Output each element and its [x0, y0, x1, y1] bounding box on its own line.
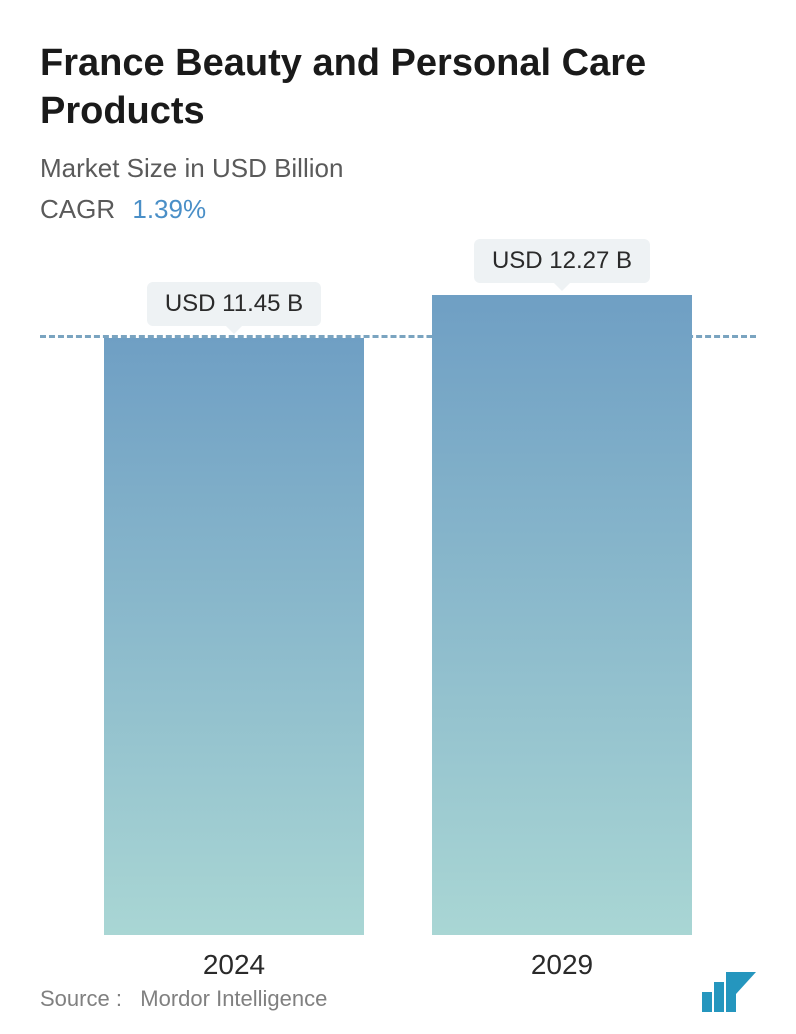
chart-card: France Beauty and Personal Care Products… [0, 0, 796, 1034]
chart-subtitle: Market Size in USD Billion [40, 153, 756, 184]
cagr-label: CAGR [40, 194, 115, 224]
bar-2024 [104, 338, 364, 935]
source-label: Source : [40, 986, 122, 1011]
bars-row: USD 11.45 B USD 12.27 B [40, 295, 756, 935]
value-badge-2024: USD 11.45 B [147, 282, 321, 326]
value-badge-2029: USD 12.27 B [474, 239, 650, 283]
footer: Source : Mordor Intelligence [40, 972, 756, 1012]
bar-group-2029: USD 12.27 B [422, 295, 702, 935]
source-attribution: Source : Mordor Intelligence [40, 986, 327, 1012]
bar-2029 [432, 295, 692, 935]
chart-area: USD 11.45 B USD 12.27 B [40, 295, 756, 935]
cagr-value: 1.39% [132, 194, 206, 224]
mordor-logo-icon [700, 972, 756, 1012]
chart-title: France Beauty and Personal Care Products [40, 40, 756, 135]
cagr-row: CAGR 1.39% [40, 194, 756, 225]
bar-group-2024: USD 11.45 B [94, 338, 374, 935]
source-name: Mordor Intelligence [140, 986, 327, 1011]
